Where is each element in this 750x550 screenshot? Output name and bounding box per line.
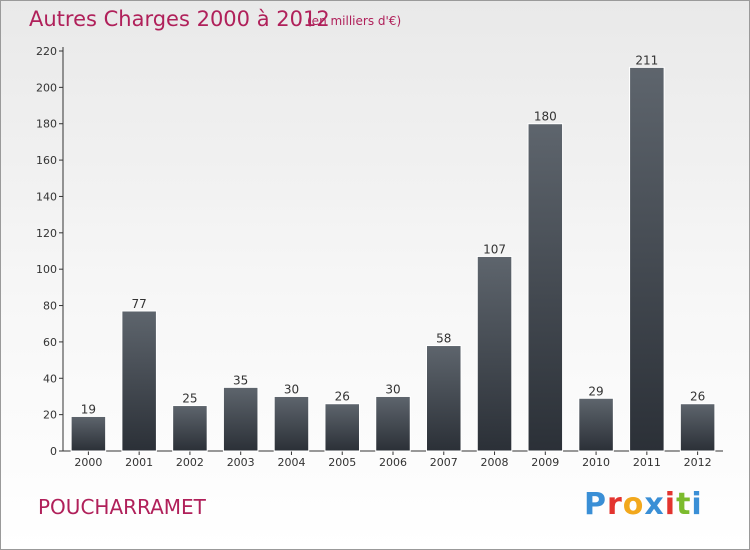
data-label-2011: 211	[635, 53, 658, 67]
data-label-2002: 25	[182, 392, 197, 406]
x-tick-label-2012: 2012	[684, 456, 712, 469]
x-tick-label-2002: 2002	[176, 456, 204, 469]
data-label-2001: 77	[132, 297, 147, 311]
bar-2009	[527, 123, 564, 452]
y-tick-label: 140	[36, 190, 57, 203]
y-axis: 0 20 40 60 80 100 120 140 160 180 200 220	[36, 45, 64, 458]
data-label-2004: 30	[284, 382, 299, 396]
x-tick-label-2010: 2010	[582, 456, 610, 469]
logo-letter: t	[676, 487, 692, 522]
data-label-2007: 58	[436, 332, 451, 346]
data-label-2003: 35	[233, 373, 248, 387]
bar-2010	[578, 397, 614, 452]
chart-subtitle: (en milliers d'€)	[307, 14, 402, 28]
x-tick-label-2007: 2007	[430, 456, 458, 469]
bar-2006	[375, 395, 411, 452]
logo-letter: o	[622, 487, 645, 522]
data-label-2012: 26	[690, 390, 705, 404]
x-tick-label-2011: 2011	[633, 456, 661, 469]
y-tick-label: 80	[43, 300, 57, 313]
place-name: POUCHARRAMET	[38, 495, 206, 519]
x-tick-label-2001: 2001	[125, 456, 153, 469]
y-tick-label: 220	[36, 45, 57, 58]
bar-2007	[426, 345, 462, 452]
chart-title: Autres Charges 2000 à 2012	[29, 7, 330, 31]
logo-letter: r	[607, 487, 623, 522]
data-label-2008: 107	[483, 242, 506, 256]
data-label-2010: 29	[588, 384, 603, 398]
proxiti-logo: Proxiti	[584, 487, 703, 522]
x-tick-label-2008: 2008	[481, 456, 509, 469]
data-label-2000: 19	[81, 402, 96, 416]
data-label-2005: 26	[335, 390, 350, 404]
y-tick-label: 60	[43, 336, 57, 349]
y-tick-label: 160	[36, 154, 57, 167]
x-tick-label-2005: 2005	[328, 456, 356, 469]
x-tick-label-2006: 2006	[379, 456, 407, 469]
bar-2000	[70, 415, 107, 452]
data-label-2006: 30	[385, 382, 400, 396]
y-tick-label: 180	[36, 118, 57, 131]
x-tick-label-2000: 2000	[74, 456, 102, 469]
y-tick-label: 200	[36, 81, 57, 94]
bar-2004	[273, 395, 310, 452]
y-tick-label: 120	[36, 227, 57, 240]
bar-2012	[679, 403, 716, 452]
data-label-2009: 180	[534, 110, 557, 124]
x-tick-label-2003: 2003	[227, 456, 255, 469]
logo-letter: x	[644, 487, 665, 522]
x-axis: 2000 2001 2002 2003 2004 2005 2006 2007 2008 2009…	[63, 450, 723, 469]
y-tick-label: 0	[50, 445, 57, 458]
bar-2001	[121, 310, 157, 452]
bar-2003	[222, 386, 259, 452]
bar-2002	[172, 405, 208, 452]
x-tick-label-2004: 2004	[277, 456, 305, 469]
x-tick-label-2009: 2009	[531, 456, 559, 469]
bars: 19 77 25 35 30 26 30 58 107 180 29 211 26	[70, 53, 716, 452]
logo-letter: P	[584, 487, 607, 522]
logo-letter: i	[664, 487, 677, 522]
bar-2011	[629, 66, 665, 452]
y-tick-label: 40	[43, 372, 57, 385]
y-tick-label: 20	[43, 409, 57, 422]
bar-2005	[324, 403, 360, 452]
logo-letter: i	[691, 487, 703, 522]
y-tick-label: 100	[36, 263, 57, 276]
bar-2008	[476, 255, 513, 452]
